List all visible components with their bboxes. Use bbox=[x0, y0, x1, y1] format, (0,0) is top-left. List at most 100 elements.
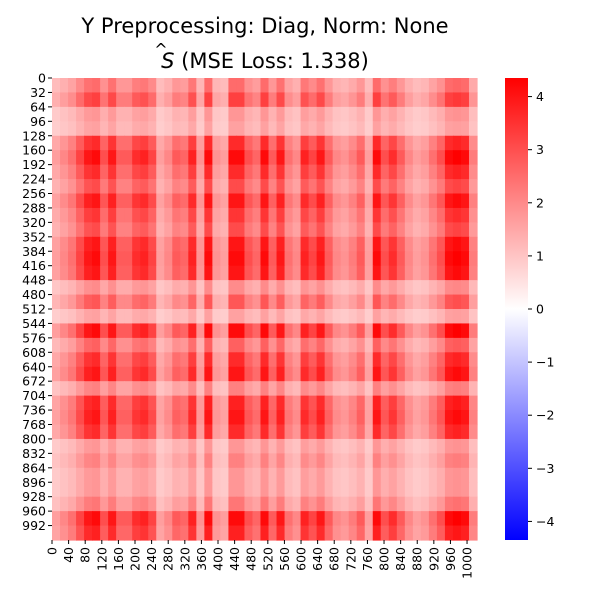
heatmap-cell bbox=[444, 496, 454, 512]
heatmap-cell bbox=[268, 525, 278, 541]
heatmap-cell bbox=[116, 511, 125, 527]
heatmap-cell bbox=[228, 193, 238, 209]
heatmap-cell bbox=[356, 135, 366, 151]
heatmap-cell bbox=[236, 222, 246, 238]
heatmap-cell bbox=[188, 366, 197, 382]
heatmap-cell bbox=[116, 496, 125, 512]
heatmap-cell bbox=[164, 179, 173, 195]
heatmap-cell bbox=[172, 337, 181, 353]
heatmap-cell bbox=[204, 482, 213, 498]
heatmap-cell bbox=[228, 280, 238, 296]
heatmap-cell bbox=[172, 265, 181, 281]
heatmap-cell bbox=[268, 438, 278, 454]
heatmap-cell bbox=[372, 496, 382, 512]
heatmap-cell bbox=[228, 309, 238, 325]
heatmap-cell bbox=[140, 410, 149, 426]
heatmap-cell bbox=[52, 265, 61, 281]
heatmap-cell bbox=[276, 453, 286, 469]
heatmap-cell bbox=[228, 453, 238, 469]
heatmap-cell bbox=[76, 366, 85, 382]
heatmap-cell bbox=[108, 352, 117, 368]
heatmap-cell bbox=[300, 106, 310, 122]
heatmap-cell bbox=[460, 78, 470, 94]
heatmap-cell bbox=[212, 352, 221, 368]
heatmap-cell bbox=[132, 92, 141, 108]
heatmap-cell bbox=[68, 482, 77, 498]
heatmap-cell bbox=[132, 525, 141, 541]
heatmap-cell bbox=[316, 265, 326, 281]
heatmap-cell bbox=[252, 294, 262, 310]
heatmap-cell bbox=[188, 106, 197, 122]
heatmap-cell bbox=[164, 410, 173, 426]
heatmap-cell bbox=[404, 164, 414, 180]
heatmap-cell bbox=[364, 511, 374, 527]
heatmap-cell bbox=[172, 121, 181, 137]
heatmap-cell bbox=[268, 164, 278, 180]
heatmap-cell bbox=[180, 352, 189, 368]
heatmap-cell bbox=[404, 251, 414, 267]
heatmap-cell bbox=[68, 251, 77, 267]
heatmap-cell bbox=[68, 92, 77, 108]
heatmap-cell bbox=[204, 150, 213, 166]
heatmap-cell bbox=[364, 352, 374, 368]
heatmap-cell bbox=[404, 265, 414, 281]
heatmap-cell bbox=[244, 366, 254, 382]
heatmap-cell bbox=[220, 410, 230, 426]
heatmap-cell bbox=[220, 106, 230, 122]
heatmap-cell bbox=[236, 511, 246, 527]
heatmap-cell bbox=[236, 438, 246, 454]
heatmap-cell bbox=[468, 309, 478, 325]
heatmap-cell bbox=[100, 121, 109, 137]
heatmap-cell bbox=[428, 525, 438, 541]
heatmap-cell bbox=[428, 222, 438, 238]
heatmap-cell bbox=[164, 352, 173, 368]
heatmap-cell bbox=[100, 164, 109, 180]
heatmap-cell bbox=[292, 496, 302, 512]
heatmap-cell bbox=[204, 525, 213, 541]
heatmap-cell bbox=[356, 366, 366, 382]
heatmap-cell bbox=[76, 453, 85, 469]
heatmap-cell bbox=[84, 106, 93, 122]
heatmap-cell bbox=[276, 381, 286, 397]
heatmap-cell bbox=[236, 92, 246, 108]
heatmap-cell bbox=[108, 164, 117, 180]
heatmap-cell bbox=[324, 395, 334, 411]
heatmap-cell bbox=[428, 92, 438, 108]
heatmap-cell bbox=[332, 323, 342, 339]
heatmap-cell bbox=[60, 395, 69, 411]
heatmap-cell bbox=[420, 395, 430, 411]
heatmap-cell bbox=[452, 352, 462, 368]
heatmap-cell bbox=[76, 424, 85, 440]
heatmap-cell bbox=[316, 150, 326, 166]
heatmap-cell bbox=[84, 525, 93, 541]
heatmap-cell bbox=[404, 410, 414, 426]
heatmap-cell bbox=[436, 164, 446, 180]
heatmap-cell bbox=[276, 106, 286, 122]
heatmap-cell bbox=[396, 337, 406, 353]
heatmap-cell bbox=[132, 193, 141, 209]
heatmap-cell bbox=[132, 352, 141, 368]
heatmap-cell bbox=[244, 78, 254, 94]
heatmap-cell bbox=[316, 467, 326, 483]
heatmap-cell bbox=[52, 352, 61, 368]
heatmap-cell bbox=[228, 482, 238, 498]
heatmap-cell bbox=[420, 265, 430, 281]
heatmap-cell bbox=[108, 193, 117, 209]
heatmap-cell bbox=[396, 323, 406, 339]
heatmap-cell bbox=[308, 121, 318, 137]
heatmap-cell bbox=[268, 135, 278, 151]
heatmap-cell bbox=[396, 395, 406, 411]
heatmap-cell bbox=[212, 511, 221, 527]
heatmap-cell bbox=[316, 121, 326, 137]
heatmap-cell bbox=[284, 164, 294, 180]
heatmap-cell bbox=[420, 424, 430, 440]
heatmap-cell bbox=[420, 251, 430, 267]
heatmap-cell bbox=[436, 424, 446, 440]
heatmap-cell bbox=[388, 525, 398, 541]
heatmap-cell bbox=[316, 323, 326, 339]
heatmap-cell bbox=[332, 410, 342, 426]
heatmap-cell bbox=[388, 337, 398, 353]
heatmap-cell bbox=[52, 366, 61, 382]
heatmap-cell bbox=[252, 179, 262, 195]
heatmap-cell bbox=[156, 381, 165, 397]
